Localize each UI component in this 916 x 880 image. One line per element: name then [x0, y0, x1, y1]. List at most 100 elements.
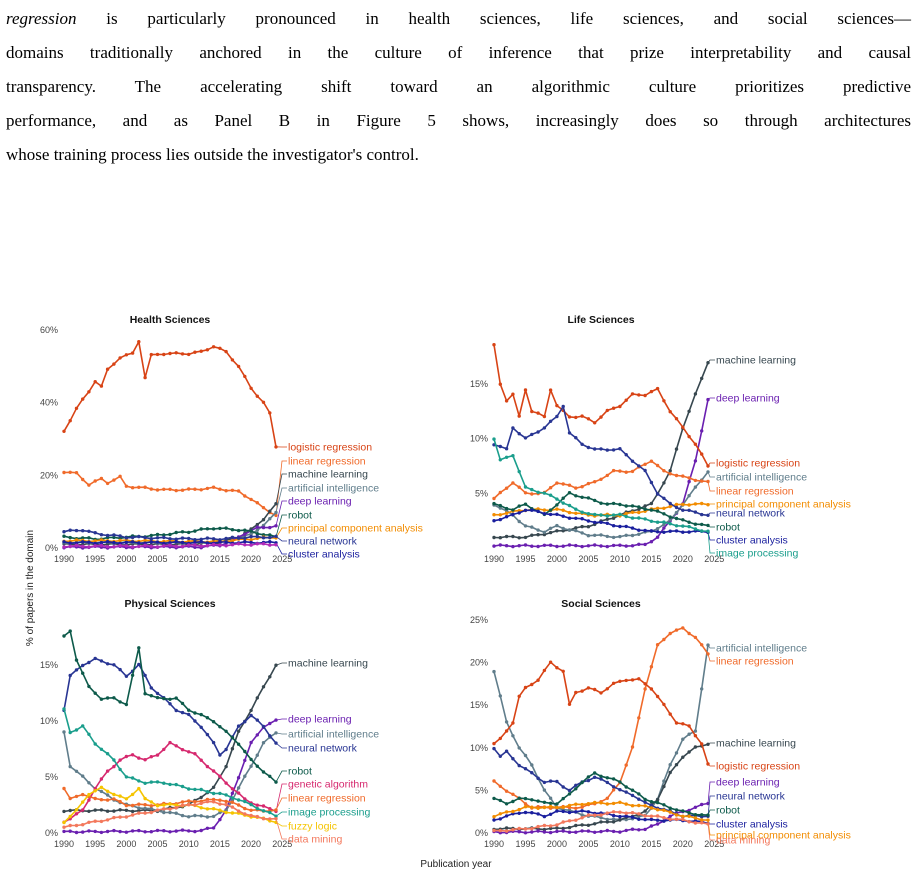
data-point: [74, 471, 79, 475]
data-point: [605, 811, 609, 815]
data-point: [511, 534, 515, 539]
series-label: data mining: [716, 835, 770, 847]
data-point: [523, 685, 528, 690]
data-point: [243, 720, 247, 724]
data-point: [68, 823, 72, 828]
data-point: [618, 810, 622, 814]
paragraph-line-3: transparency. The accelerating shift tow…: [6, 77, 911, 96]
data-point: [693, 527, 698, 531]
data-point: [681, 817, 685, 822]
data-point: [224, 729, 228, 733]
data-point: [218, 798, 222, 802]
data-point: [81, 800, 85, 804]
data-point: [662, 526, 666, 530]
leader-line: [707, 809, 715, 816]
data-point: [105, 818, 110, 822]
data-point: [498, 694, 502, 698]
data-point: [255, 814, 259, 819]
data-point: [580, 442, 584, 446]
data-point: [668, 763, 672, 767]
data-point: [255, 532, 259, 536]
data-point: [662, 637, 666, 642]
data-point: [261, 400, 266, 404]
data-point: [62, 534, 66, 538]
data-point: [124, 808, 129, 812]
data-point: [193, 752, 197, 756]
data-point: [700, 501, 704, 506]
data-point: [681, 755, 685, 759]
data-point: [561, 785, 565, 789]
data-point: [193, 543, 197, 547]
data-point: [637, 542, 641, 546]
data-point: [99, 808, 104, 812]
data-point: [517, 763, 521, 768]
data-point: [687, 476, 691, 480]
data-point: [681, 722, 685, 726]
data-point: [130, 803, 135, 808]
data-point: [555, 666, 559, 670]
data-point: [87, 540, 91, 544]
data-point: [655, 822, 660, 826]
data-point: [624, 453, 628, 457]
data-point: [218, 753, 222, 757]
data-point: [517, 511, 521, 515]
data-point: [168, 541, 172, 545]
data-point: [561, 496, 565, 500]
data-point: [536, 528, 540, 532]
data-point: [668, 410, 672, 414]
data-point: [168, 487, 172, 491]
data-point: [649, 665, 654, 669]
data-point: [530, 533, 534, 537]
data-point: [199, 828, 203, 833]
data-point: [643, 542, 647, 547]
x-tick-label: 1990: [484, 554, 504, 564]
data-point: [630, 827, 635, 831]
leader-line: [707, 823, 715, 841]
series-line: [63, 471, 277, 517]
series-label: robot: [288, 766, 312, 778]
data-point: [599, 829, 603, 834]
data-point: [261, 542, 266, 546]
data-point: [187, 803, 191, 807]
data-point: [687, 750, 691, 754]
data-point: [218, 346, 222, 350]
data-point: [555, 809, 559, 813]
data-point: [668, 529, 672, 533]
data-point: [668, 472, 672, 476]
data-point: [62, 530, 66, 534]
data-point: [618, 502, 622, 507]
data-point: [137, 756, 141, 760]
data-point: [143, 758, 147, 762]
data-point: [548, 512, 553, 517]
data-point: [93, 541, 97, 546]
data-point: [530, 798, 534, 802]
panel-title: Physical Sciences: [124, 598, 215, 610]
data-point: [93, 539, 97, 543]
data-point: [230, 358, 235, 362]
data-point: [567, 503, 572, 508]
data-point: [523, 805, 528, 809]
data-point: [662, 469, 666, 473]
data-point: [567, 516, 572, 520]
data-point: [236, 786, 241, 790]
data-point: [261, 724, 266, 729]
series-artificial-intelligence: artificial intelligence: [492, 470, 807, 540]
data-point: [149, 540, 153, 544]
paragraph-line-1: regression is particularly pronounced in…: [6, 9, 911, 28]
data-point: [211, 814, 216, 819]
data-point: [599, 777, 603, 781]
data-point: [62, 707, 66, 711]
data-point: [668, 504, 672, 509]
x-tick-label: 2000: [547, 839, 567, 849]
data-point: [517, 746, 521, 750]
data-point: [504, 810, 509, 814]
series-label: machine learning: [716, 355, 796, 367]
data-point: [536, 430, 540, 434]
data-point: [62, 829, 66, 834]
data-point: [643, 517, 647, 521]
data-point: [511, 734, 515, 738]
data-point: [155, 753, 160, 757]
data-point: [674, 763, 679, 767]
leader-line: [707, 781, 715, 804]
data-point: [517, 536, 521, 540]
